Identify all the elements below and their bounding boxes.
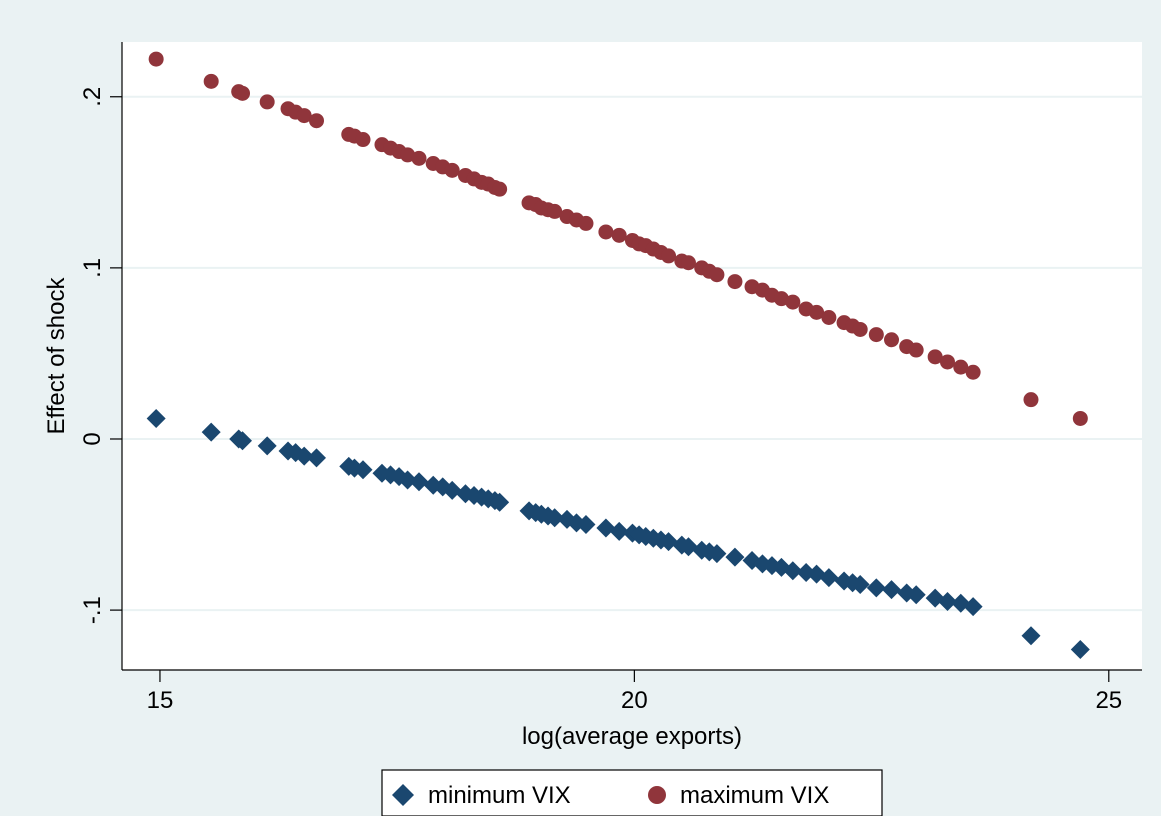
data-point [868, 327, 884, 343]
data-point [578, 215, 594, 231]
data-point [296, 108, 312, 124]
data-point [927, 349, 943, 365]
data-point [598, 224, 614, 240]
axis-ticks: -.1 0 .1 .2 15 20 25 [79, 87, 1122, 714]
data-point [259, 94, 275, 110]
data-point [545, 508, 565, 528]
data-point [400, 147, 416, 163]
y-tick-label: .1 [79, 258, 106, 278]
data-point [963, 597, 983, 617]
data-point [1072, 410, 1088, 426]
legend-label-minimum-vix: minimum VIX [428, 782, 571, 809]
data-point [411, 150, 427, 166]
data-point [819, 568, 839, 588]
plot-area [122, 42, 1142, 670]
series-maximum-vix [148, 51, 1088, 426]
data-point [309, 113, 325, 129]
data-point [596, 518, 616, 538]
data-point [492, 181, 508, 197]
series-minimum-vix [146, 408, 1090, 659]
legend-marker-maximum-vix [648, 786, 666, 804]
data-point [965, 364, 981, 380]
data-point [146, 408, 166, 428]
data-point [725, 547, 745, 567]
data-point [1070, 639, 1090, 659]
data-point [442, 480, 462, 500]
data-point [773, 291, 789, 307]
data-point [937, 592, 957, 612]
data-point [611, 227, 627, 243]
legend: minimum VIX maximum VIX [381, 769, 883, 816]
data-point [680, 255, 696, 271]
x-tick-label: 25 [1095, 687, 1122, 714]
data-point [1023, 392, 1039, 408]
data-point [1021, 626, 1041, 646]
y-tick-label: 0 [79, 432, 106, 445]
data-point [821, 309, 837, 325]
data-point [201, 422, 221, 442]
legend-label-maximum-vix: maximum VIX [680, 782, 829, 809]
data-point [355, 132, 371, 148]
data-point [353, 460, 373, 480]
data-point [906, 585, 926, 605]
data-point [307, 448, 327, 468]
data-point [576, 515, 596, 535]
legend-box [381, 769, 883, 816]
data-point [203, 73, 219, 89]
data-points [146, 51, 1090, 659]
data-point [727, 274, 743, 290]
data-point [785, 294, 801, 310]
data-point [809, 304, 825, 320]
data-point [659, 532, 679, 552]
y-tick-label: -.1 [79, 596, 106, 624]
data-point [444, 162, 460, 178]
data-point [148, 51, 164, 67]
y-tick-label: .2 [79, 87, 106, 107]
data-point [678, 537, 698, 557]
legend-marker-minimum-vix [392, 784, 414, 806]
y-axis-title: Effect of shock [43, 277, 70, 435]
x-axis-title: log(average exports) [522, 723, 742, 750]
data-point [661, 248, 677, 264]
data-point [235, 85, 251, 101]
data-point [866, 578, 886, 598]
x-tick-label: 20 [621, 687, 648, 714]
data-point [939, 354, 955, 370]
x-tick-label: 15 [147, 687, 174, 714]
data-point [852, 321, 868, 337]
data-point [233, 431, 253, 451]
data-point [409, 472, 429, 492]
data-point [609, 521, 629, 541]
data-point [257, 436, 277, 456]
data-point [884, 332, 900, 348]
data-point [398, 470, 418, 490]
data-point [908, 342, 924, 358]
data-point [882, 580, 902, 600]
data-point [490, 492, 510, 512]
data-point [547, 203, 563, 219]
data-point [709, 267, 725, 283]
data-point [850, 574, 870, 594]
data-point [707, 544, 727, 564]
data-point [294, 446, 314, 466]
data-point [783, 561, 803, 581]
data-point [953, 359, 969, 375]
